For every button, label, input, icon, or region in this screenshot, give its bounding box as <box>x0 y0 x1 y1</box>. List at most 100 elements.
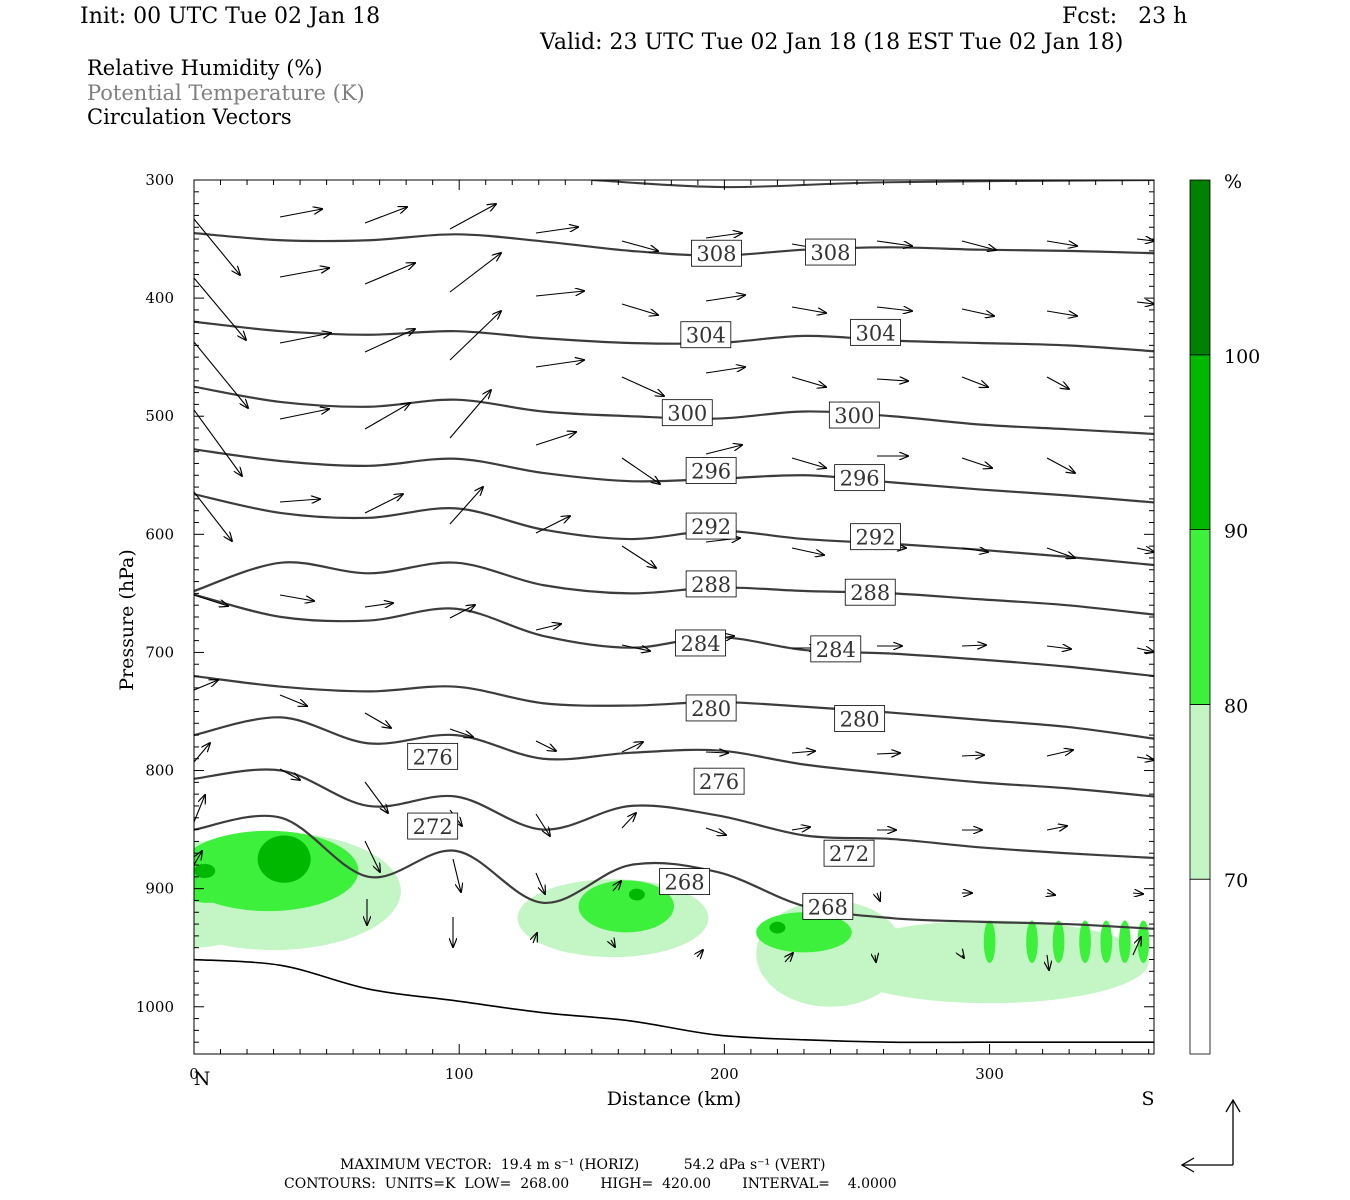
circulation-vector <box>1046 376 1069 389</box>
legend-rh: Relative Humidity (%) <box>87 56 323 80</box>
circulation-vector <box>1136 548 1154 552</box>
circulation-vector <box>791 751 815 753</box>
colorbar-label: 90 <box>1224 521 1248 543</box>
circulation-vector <box>533 933 537 944</box>
circulation-vector <box>1132 893 1143 894</box>
theta-label-box <box>407 812 459 840</box>
circulation-vector <box>1046 750 1073 757</box>
circulation-vector <box>613 881 621 892</box>
theta-label-box <box>675 629 726 657</box>
theta-label-text: 296 <box>840 467 880 491</box>
y-tick-label: 400 <box>145 289 174 307</box>
axis-layer: 300 400 500 600 700 800 900 1000 0 100 200 300 <box>136 171 1154 1083</box>
theta-label-box <box>685 512 737 540</box>
circulation-vector <box>449 311 501 361</box>
legend-vectors: Circulation Vectors <box>87 105 292 129</box>
theta-label-box <box>680 321 732 349</box>
theta-label-text: 276 <box>413 745 453 769</box>
circulation-vector <box>279 209 322 218</box>
colorbar-label: 80 <box>1224 695 1248 717</box>
circulation-vector <box>621 303 658 315</box>
circulation-vector <box>364 840 380 872</box>
circulation-vector <box>364 603 393 607</box>
circulation-vector <box>364 494 403 514</box>
rh-fill-layer <box>194 830 1150 1007</box>
circulation-vector <box>535 227 578 234</box>
theta-label-text: 304 <box>856 321 896 345</box>
y-axis-title: Pressure (hPa) <box>116 549 138 691</box>
surface-pressure-line <box>194 958 1154 1044</box>
circulation-vector <box>621 376 664 396</box>
circulation-vector <box>449 728 473 737</box>
theta-label-box <box>693 767 745 795</box>
circulation-vector <box>961 457 992 468</box>
theta-label-text: 272 <box>413 815 453 839</box>
theta-label-text: 308 <box>810 241 850 265</box>
rh-area-80 <box>1026 920 1038 964</box>
circulation-vector <box>791 306 826 313</box>
circulation-vector <box>1047 893 1055 895</box>
circulation-vector <box>1047 954 1049 970</box>
y-tick-label: 600 <box>145 525 174 543</box>
theta-label-box <box>828 401 880 429</box>
circulation-vector <box>449 605 475 619</box>
theta-label-box <box>850 318 901 346</box>
circulation-vector <box>535 872 545 894</box>
theta-label-box <box>810 635 862 663</box>
circulation-vector <box>961 240 996 250</box>
theta-label-text: 280 <box>691 697 731 721</box>
theta-label-text: 288 <box>691 573 731 597</box>
rh-area-80 <box>578 880 674 933</box>
circulation-vector <box>1046 646 1071 649</box>
rh-area-80 <box>1118 920 1131 964</box>
y-tick-label: 900 <box>145 880 174 898</box>
init-time: Init: 00 UTC Tue 02 Jan 18 <box>80 4 381 29</box>
theta-label-text: 304 <box>686 324 726 348</box>
theta-contour-272 <box>194 768 1154 860</box>
circulation-vector <box>876 753 900 754</box>
colorbar-label: 70 <box>1224 870 1248 892</box>
forecast-hour: Fcst: 23 h <box>1062 4 1188 29</box>
circulation-vector <box>1046 240 1077 246</box>
y-tick-label: 1000 <box>136 998 174 1016</box>
reference-vector-icon <box>1180 1098 1241 1173</box>
circulation-vector <box>621 457 660 484</box>
theta-label-box <box>685 570 737 598</box>
theta-label-box <box>805 238 856 266</box>
theta-label-layer: 308 308 304 304 300 300 296 296 292 292 288 288 284 2… <box>407 238 901 920</box>
x-axis-title: Distance (km) <box>607 1088 742 1110</box>
theta-label-text: 300 <box>667 402 707 426</box>
y-tick-label: 300 <box>145 171 174 189</box>
colorbar-segment <box>1189 878 1211 1055</box>
circulation-vector <box>535 432 576 446</box>
theta-label-text: 296 <box>691 460 731 484</box>
circulation-vector <box>705 445 742 455</box>
theta-label-box <box>685 457 737 484</box>
theta-label-box <box>407 742 459 770</box>
circulation-vector <box>705 233 742 239</box>
x-tick-label: 0 <box>189 1065 199 1083</box>
circulation-vector <box>876 379 908 381</box>
theta-contour-268 <box>194 814 1154 930</box>
circulation-vector <box>875 955 876 962</box>
circulation-vector <box>194 277 246 340</box>
circulation-vector <box>194 680 218 691</box>
y-tick-label: 500 <box>145 407 174 425</box>
theta-label-text: 276 <box>699 770 739 794</box>
theta-label-box <box>834 464 886 492</box>
circulation-vector <box>535 740 556 751</box>
theta-label-text: 308 <box>696 242 736 266</box>
rh-area-80 <box>194 850 245 903</box>
valid-time: Valid: 23 UTC Tue 02 Jan 18 (18 EST Tue … <box>540 30 1124 55</box>
circulation-vector <box>364 329 415 353</box>
rh-area-90 <box>194 863 216 879</box>
circulation-vector <box>962 955 964 958</box>
circulation-vector <box>1136 239 1154 241</box>
circulation-vector <box>279 268 329 278</box>
circulation-vector <box>621 644 650 651</box>
theta-label-text: 300 <box>834 404 874 428</box>
rh-area-80 <box>1100 920 1113 964</box>
x-tick-label: 100 <box>445 1065 474 1083</box>
circulation-vector <box>279 594 314 601</box>
theta-label-box <box>844 578 896 606</box>
